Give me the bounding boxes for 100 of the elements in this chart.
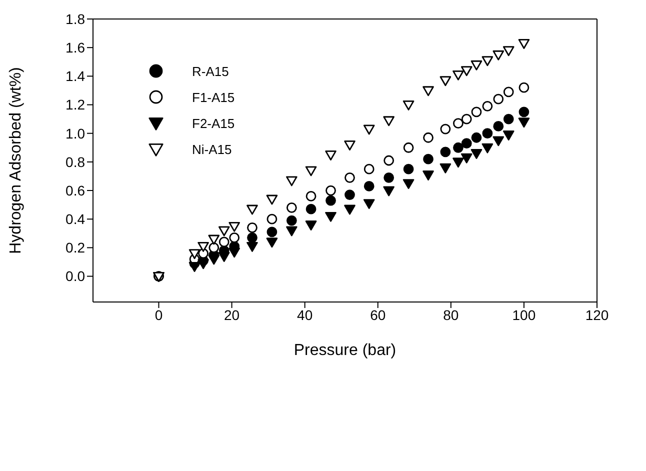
point [383, 116, 394, 126]
point [461, 138, 472, 149]
point [344, 204, 356, 215]
point [403, 164, 414, 174]
point [305, 220, 317, 230]
point [470, 60, 482, 70]
point [218, 252, 230, 262]
point [344, 172, 355, 183]
point [198, 259, 209, 270]
x-tick-label: 60 [370, 306, 386, 323]
point [344, 190, 355, 200]
point [247, 232, 258, 243]
point [423, 132, 434, 143]
y-tick-label: 1.6 [66, 40, 86, 56]
point [286, 215, 297, 226]
point [503, 114, 514, 124]
y-tick-label: 0.2 [66, 240, 86, 256]
point [228, 222, 240, 232]
point [518, 118, 530, 128]
point [471, 106, 482, 118]
y-tick-label: 1.4 [66, 68, 86, 84]
x-tick-label: 20 [224, 306, 240, 323]
point [305, 166, 317, 176]
point [440, 76, 452, 86]
point [384, 172, 394, 183]
x-tick-label: 0 [154, 306, 163, 323]
point [344, 140, 356, 150]
point [326, 195, 336, 206]
point [493, 120, 504, 132]
point [493, 94, 504, 104]
point [364, 181, 374, 192]
point [325, 150, 336, 160]
point [440, 163, 452, 174]
point [482, 128, 493, 139]
point [326, 185, 336, 196]
y-tick-label: 0.6 [66, 182, 86, 198]
legend-label: R-A15 [192, 64, 229, 78]
point [286, 176, 298, 186]
legend-label: Ni-A15 [192, 142, 232, 156]
point [306, 191, 316, 202]
point [471, 132, 482, 143]
point [198, 242, 209, 252]
x-tick-label: 100 [512, 306, 536, 323]
point [502, 46, 514, 56]
point [492, 50, 504, 60]
legend-label: F1-A15 [192, 90, 235, 104]
point [325, 212, 336, 222]
point [402, 100, 414, 110]
x-tick-label: 80 [443, 306, 459, 323]
point [518, 39, 530, 49]
point [266, 238, 278, 248]
point [452, 70, 464, 80]
y-axis-title: Hydrogen Adsorbed (wt%) [8, 67, 25, 254]
point [482, 56, 494, 66]
point [208, 254, 220, 265]
x-tick-label: 40 [297, 306, 313, 323]
point [208, 242, 220, 253]
point [440, 146, 451, 158]
point [482, 100, 493, 112]
point [383, 186, 394, 196]
point [247, 222, 258, 233]
y-tick-label: 1.2 [66, 96, 86, 113]
point [422, 170, 434, 180]
point [208, 234, 220, 245]
point [218, 226, 230, 236]
point [246, 204, 258, 215]
x-axis-title: Pressure (bar) [294, 342, 396, 359]
point [452, 158, 464, 168]
point [266, 226, 278, 238]
point [453, 142, 464, 153]
point [228, 248, 240, 258]
point [188, 249, 200, 260]
point [384, 155, 394, 166]
point [363, 199, 375, 210]
point [460, 66, 472, 76]
point [266, 194, 278, 205]
point [440, 124, 451, 134]
point [503, 86, 514, 98]
legend-label: F2-A15 [192, 116, 235, 130]
y-tick-label: 1.0 [66, 125, 86, 142]
point [518, 106, 530, 118]
x-tick-label: 120 [585, 306, 609, 323]
point [266, 214, 278, 224]
point [286, 202, 297, 213]
y-tick-label: 1.8 [66, 10, 86, 27]
y-tick-label: 0.8 [66, 154, 86, 170]
point [453, 118, 464, 129]
point [470, 149, 482, 160]
point [518, 82, 530, 93]
point [229, 232, 240, 243]
point [423, 154, 434, 164]
point [460, 153, 472, 164]
point [306, 204, 316, 214]
point [461, 114, 472, 124]
point [364, 164, 374, 174]
point [363, 124, 375, 135]
point [502, 130, 514, 140]
point [403, 142, 414, 153]
y-tick-label: 0.4 [66, 211, 86, 228]
point [482, 143, 494, 154]
